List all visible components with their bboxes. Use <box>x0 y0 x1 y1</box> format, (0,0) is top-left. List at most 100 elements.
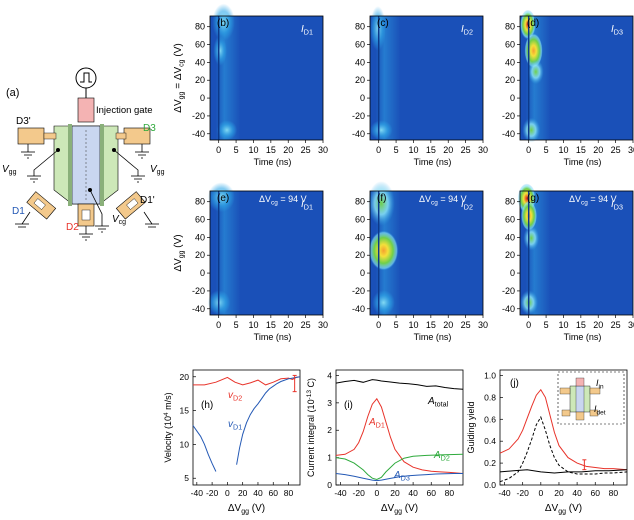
y-tick-label: -20 <box>192 111 205 121</box>
panel-label: (d) <box>527 18 539 29</box>
heatmap-feature <box>527 59 544 85</box>
y-tick-label: -20 <box>502 286 515 296</box>
vgg-right-label: Vgg <box>150 164 165 176</box>
heatmap-panel-g: 0 5 10 15 20 25 30 Time (ns) 80 60 40 20 0 -20 -40 (g) I… <box>502 183 634 342</box>
y-tick-label: 20 <box>355 75 365 85</box>
x-tick-label: 20 <box>283 320 293 330</box>
y-tick-label: 4 <box>327 370 332 380</box>
contact-d3p <box>17 127 45 145</box>
y-tick-label: -40 <box>192 304 205 314</box>
heatmap-frame <box>369 190 484 316</box>
panel-label: (f) <box>377 193 386 204</box>
series-label: AD1 <box>368 417 385 430</box>
x-tick-label: 0 <box>225 488 230 498</box>
port-d3p-label: D3' <box>16 116 31 127</box>
x-tick-label: 0 <box>374 488 379 498</box>
panel-note: ΔVcg = 94 V <box>569 194 617 206</box>
y-tick-label: -40 <box>192 129 205 139</box>
y-tick-label: 40 <box>505 57 515 67</box>
y-tick-label: -20 <box>192 286 205 296</box>
signal-label: ID2 <box>461 24 473 37</box>
y-tick-label: -40 <box>352 304 365 314</box>
heatmap-grid: 0 5 10 15 20 25 30 Time (ns) 80 60 40 20 0 -20 -40 (b) I… <box>173 3 634 342</box>
x-tick-label: 40 <box>253 488 263 498</box>
signal-label: ID3 <box>611 24 623 37</box>
x-tick-label: 5 <box>394 145 399 155</box>
x-tick-label: 5 <box>544 145 549 155</box>
y-tick-label: 80 <box>355 22 365 32</box>
y-tick-label: -40 <box>502 304 515 314</box>
series-line-total <box>335 379 464 390</box>
x-tick-label: 15 <box>266 145 276 155</box>
series-line-D2 <box>193 376 301 386</box>
inset-label-in: Iin <box>596 378 604 390</box>
x-tick-label: 10 <box>408 320 418 330</box>
y-tick-label: -20 <box>352 111 365 121</box>
x-tick-label: 0 <box>526 320 531 330</box>
pulse-source-icon <box>75 67 97 98</box>
y-tick-label: 40 <box>355 232 365 242</box>
x-tick-label: -40 <box>334 488 347 498</box>
chart-h: -40 -20 0 20 40 60 80 5 10 15 20 ΔVgg (V) Velocity (… <box>163 369 301 516</box>
y-tick-label: 20 <box>505 75 515 85</box>
series-label: Atotal <box>427 396 449 409</box>
x-tick-label: 25 <box>301 145 311 155</box>
inset-contact <box>589 387 601 395</box>
y-tick-label: 80 <box>195 22 205 32</box>
x-tick-label: 30 <box>318 145 328 155</box>
panel-label: (g) <box>527 193 539 204</box>
x-tick-label: 15 <box>576 145 586 155</box>
schematic-panel-label: (a) <box>6 87 19 99</box>
series-label: vD1 <box>228 419 242 432</box>
x-axis-label: ΔVgg (V) <box>381 503 418 516</box>
x-tick-label: 0 <box>376 320 381 330</box>
heatmap-frame <box>369 15 484 141</box>
heatmap-feature <box>370 120 393 140</box>
x-tick-label: 30 <box>478 145 488 155</box>
inset-contact <box>575 411 585 421</box>
y-tick-label: 0.6 <box>484 414 496 424</box>
heatmap-frame <box>209 15 324 141</box>
injection-gate-label: Injection gate <box>96 105 153 116</box>
x-tick-label: -20 <box>206 488 219 498</box>
y-tick-label: 0.2 <box>484 458 496 468</box>
heatmap-feature <box>523 225 540 251</box>
x-tick-label: 5 <box>394 320 399 330</box>
x-tick-label: 25 <box>461 145 471 155</box>
x-tick-label: 30 <box>318 320 328 330</box>
heatmap-feature <box>522 117 541 143</box>
x-tick-label: 10 <box>558 320 568 330</box>
y-tick-label: 80 <box>505 22 515 32</box>
x-tick-label: 10 <box>558 145 568 155</box>
x-tick-label: 20 <box>283 145 293 155</box>
y-tick-label: 80 <box>355 197 365 207</box>
heatmap-feature <box>370 6 386 51</box>
x-tick-label: 40 <box>572 488 582 498</box>
heatmap-panel-e: 0 5 10 15 20 25 30 Time (ns) 80 60 40 20 0 -20 -40 (e) I… <box>192 182 328 342</box>
y-axis-label-group: Current integral (10-13 C) <box>306 378 316 477</box>
x-axis-label: Time (ns) <box>414 157 452 167</box>
y-tick-label: -40 <box>502 129 515 139</box>
panel-label: (b) <box>217 18 229 29</box>
y-tick-label: 0 <box>200 268 205 278</box>
vgg-left-label: Vgg <box>2 164 17 176</box>
x-tick-label: 80 <box>284 488 294 498</box>
y-tick-label: 60 <box>505 215 515 225</box>
x-tick-label: 20 <box>443 320 453 330</box>
y-tick-label: 20 <box>355 250 365 260</box>
y-tick-label: 0 <box>360 268 365 278</box>
heatmap-feature <box>368 230 399 271</box>
x-tick-label: -40 <box>498 488 511 498</box>
heatmap-panel-b: 0 5 10 15 20 25 30 Time (ns) 80 60 40 20 0 -20 -40 (b) I… <box>192 3 328 167</box>
x-tick-label: 5 <box>234 320 239 330</box>
inset-label-det: Idet <box>594 404 606 416</box>
x-tick-label: 80 <box>445 488 455 498</box>
panel-note: ΔVcg = 94 V <box>259 194 307 206</box>
heatmap-y-label-top: ΔVgg = ΔVcg (V) <box>173 43 186 112</box>
contact-d1p <box>115 191 146 220</box>
heatmap-panel-d: 0 5 10 15 20 25 30 Time (ns) 80 60 40 20 0 -20 -40 (d) I… <box>502 9 634 167</box>
port-d3-label: D3 <box>143 123 156 134</box>
heatmap-feature <box>372 290 395 315</box>
heatmap-frame <box>209 190 324 316</box>
